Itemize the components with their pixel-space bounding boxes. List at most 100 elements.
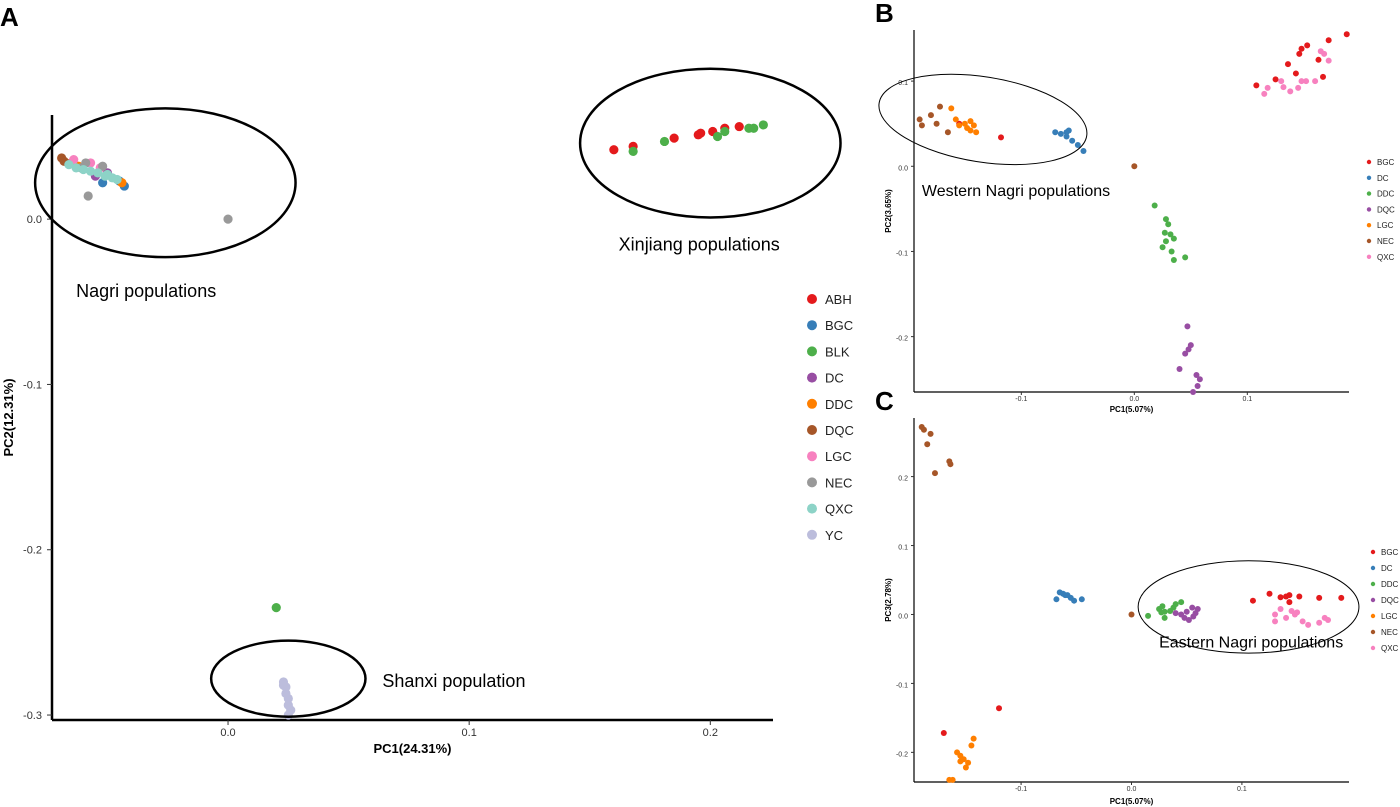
x-axis-title: PC1(24.31%) (373, 741, 451, 756)
point-nec (83, 191, 93, 201)
point-dc (1060, 590, 1067, 597)
legend-label: DC (1377, 174, 1389, 183)
point-nec (98, 161, 108, 171)
y-tick-label: 0.0 (27, 214, 42, 226)
y-tick-label: 0.1 (898, 80, 908, 87)
point-ddc (1161, 229, 1168, 236)
panel-label: B (875, 0, 894, 28)
legend-label: QXC (825, 502, 853, 517)
point-dc (1080, 147, 1087, 154)
point-dc (1071, 597, 1078, 604)
x-tick-label: 0.0 (1127, 786, 1137, 793)
point-dqc (1190, 389, 1197, 395)
point-dqc (1185, 346, 1192, 353)
point-qxc (1298, 78, 1305, 85)
point-qxc (78, 164, 88, 175)
point-lgc (970, 735, 977, 742)
point-qxc (71, 163, 81, 173)
panel-label: C (875, 386, 894, 416)
point-lgc (957, 758, 964, 765)
legend-label: LGC (1381, 612, 1398, 621)
point-bgc (1284, 61, 1291, 68)
legend-label: DQC (825, 423, 854, 438)
point-ddc (1167, 231, 1174, 238)
point-nec (920, 426, 927, 433)
point-nec (1128, 611, 1135, 618)
annotation-label: Eastern Nagri populations (1159, 635, 1343, 652)
point-bgc (1325, 37, 1332, 44)
point-abh (609, 145, 619, 155)
point-dc (1052, 129, 1059, 136)
legend-marker (1370, 629, 1376, 635)
point-nec (947, 461, 954, 468)
point-nec (924, 441, 931, 448)
point-nec (933, 120, 940, 127)
y-tick-label: -0.1 (23, 379, 42, 391)
legend-label: LGC (1377, 221, 1394, 230)
panel-c: C -0.1 0.0 0.1 0.2 0.1 0.0 -0.1 -0.2 PC1(5.07%) PC… (875, 386, 1399, 806)
point-bgc (940, 730, 947, 737)
y-axis-title: PC2(3.65%) (884, 189, 893, 233)
y-tick-label: -0.2 (23, 545, 42, 557)
point-dqc (1190, 613, 1197, 620)
y-tick-label: -0.1 (896, 682, 908, 689)
point-bgc (1320, 73, 1327, 80)
x-tick-label: 0.2 (703, 727, 718, 739)
point-bgc (1292, 70, 1299, 77)
legend-label: DC (825, 371, 844, 386)
point-blk (758, 120, 768, 130)
legend-marker (807, 294, 817, 304)
group-ellipse (33, 107, 297, 259)
x-tick-label: -0.1 (1015, 396, 1027, 403)
point-qxc (102, 169, 113, 180)
point-lgc (967, 118, 974, 125)
point-dc (1074, 141, 1081, 148)
legend-marker (1366, 191, 1372, 196)
point-nec (918, 122, 925, 129)
legend-marker (1370, 613, 1376, 619)
point-ddc (1159, 244, 1166, 251)
point-ddc (1182, 254, 1189, 261)
legend-marker (1370, 549, 1376, 555)
point-ddc (1162, 238, 1169, 245)
point-bgc (1253, 82, 1260, 89)
legend-label: DDC (1377, 190, 1395, 199)
legend-marker (1370, 581, 1376, 587)
point-bgc (1296, 593, 1303, 600)
legend-label: DQC (1381, 596, 1399, 605)
point-ddc (1178, 599, 1185, 606)
point-bgc (1272, 76, 1279, 83)
point-ddc (1158, 609, 1165, 616)
x-tick-label: 0.1 (1242, 396, 1252, 403)
point-ddc (1170, 235, 1177, 242)
x-axis-title: PC1(5.07%) (1110, 405, 1154, 414)
point-dc (1057, 130, 1064, 137)
point-blk (749, 123, 759, 133)
legend-label: YC (825, 528, 843, 543)
point-qxc (1316, 619, 1323, 626)
point-dqc (1196, 376, 1203, 383)
point-qxc (1305, 621, 1312, 628)
y-tick-label: -0.2 (896, 336, 908, 343)
legend-label: LGC (825, 449, 852, 464)
point-qxc (1317, 48, 1324, 55)
legend-marker (807, 372, 817, 383)
legend-marker (807, 529, 817, 540)
point-qxc (1287, 88, 1294, 95)
x-tick-label: -0.1 (1015, 786, 1027, 793)
x-axis-title: PC1(5.07%) (1110, 797, 1154, 806)
legend-marker (807, 398, 817, 409)
panel-a: A 0.0 0.1 0.2 0.0 -0.1 -0.2 -0.3 PC1(24.31%) PC2(… (0, 2, 854, 756)
point-ddc (1168, 248, 1175, 255)
point-dc (1053, 596, 1060, 603)
point-lgc (952, 116, 959, 123)
point-lgc (948, 105, 955, 112)
point-qxc (1325, 57, 1332, 64)
point-blk (271, 602, 281, 613)
point-qxc (1280, 84, 1287, 91)
point-dc (1069, 137, 1076, 144)
annotation-label: Western Nagri populations (922, 183, 1110, 200)
legend-label: NEC (1381, 628, 1398, 637)
point-nec (927, 430, 934, 437)
point-nec (931, 470, 938, 477)
